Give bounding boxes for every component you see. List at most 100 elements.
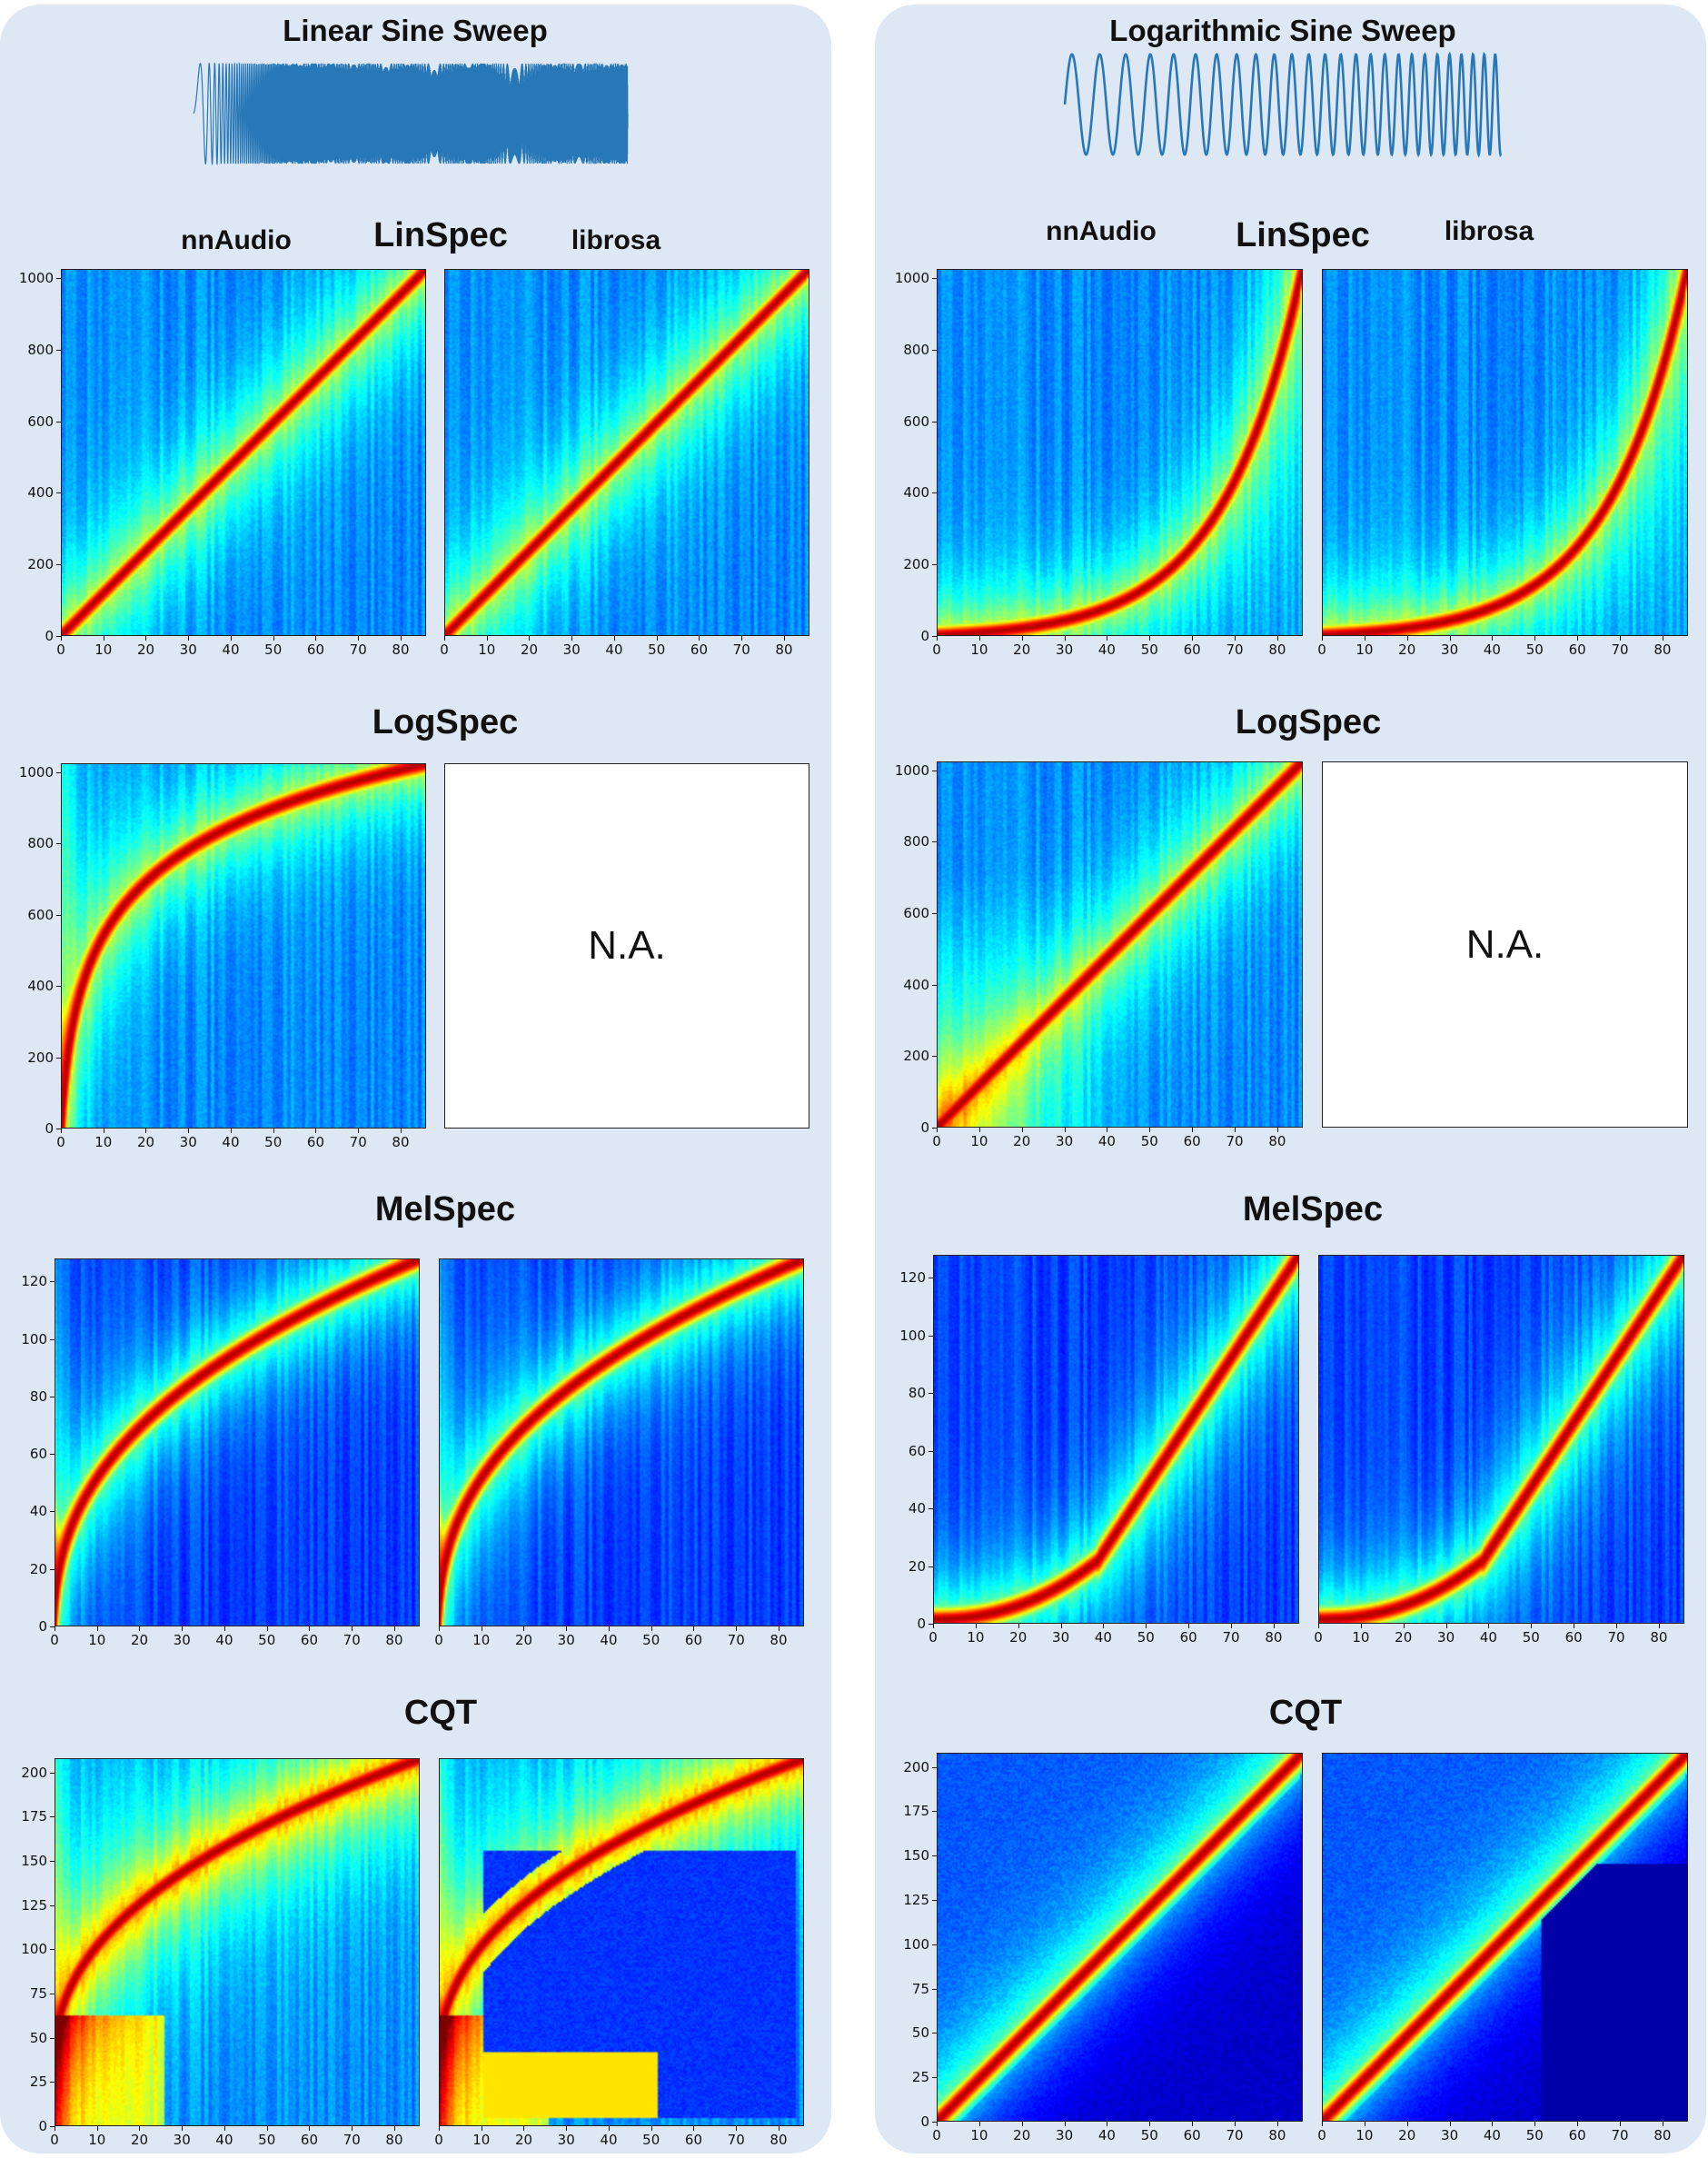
- heatmap-canvas: [440, 1759, 803, 2125]
- heatmap-canvas: [934, 1256, 1298, 1623]
- x-tick-label: 0: [434, 1632, 443, 1648]
- x-tick-label: 60: [1564, 1629, 1583, 1646]
- section-title-melspec: MelSpec: [374, 1190, 516, 1228]
- x-tick-mark: [393, 2126, 395, 2131]
- y-tick-mark: [56, 771, 61, 773]
- spectrogram-plot-cqt-librosa: [439, 1758, 804, 2126]
- y-tick-mark: [56, 277, 61, 279]
- y-tick-mark: [50, 2126, 55, 2127]
- y-tick-label: 175: [21, 1808, 47, 1825]
- x-tick-label: 70: [727, 1632, 745, 1648]
- x-tick-mark: [1231, 1624, 1233, 1628]
- x-tick-mark: [529, 636, 531, 641]
- y-tick-mark: [56, 421, 61, 423]
- y-tick-mark: [932, 492, 937, 494]
- y-tick-mark: [50, 2037, 55, 2039]
- y-tick-label: 40: [908, 1500, 926, 1517]
- x-tick-label: 80: [385, 1632, 403, 1648]
- x-tick-mark: [978, 636, 980, 641]
- y-tick-label: 600: [27, 906, 54, 923]
- x-tick-label: 80: [1268, 641, 1286, 658]
- x-tick-label: 80: [1653, 2127, 1672, 2143]
- x-tick-mark: [439, 1626, 440, 1631]
- y-tick-mark: [56, 986, 61, 988]
- x-tick-label: 0: [932, 641, 941, 658]
- y-tick-label: 800: [27, 341, 54, 358]
- y-tick-label: 120: [899, 1269, 926, 1287]
- y-tick-mark: [932, 2033, 937, 2034]
- y-tick-label: 50: [29, 2029, 47, 2046]
- y-tick-label: 150: [903, 1847, 929, 1865]
- y-tick-label: 200: [21, 1764, 47, 1781]
- x-tick-label: 10: [1355, 2127, 1374, 2143]
- x-tick-label: 50: [1140, 2127, 1158, 2143]
- library-label-nnaudio: nnAudio: [1046, 216, 1157, 246]
- x-tick-mark: [223, 1626, 225, 1631]
- x-tick-mark: [608, 2126, 610, 2131]
- x-tick-label: 20: [130, 2132, 149, 2148]
- x-tick-mark: [978, 2122, 980, 2126]
- x-tick-label: 20: [1009, 1629, 1028, 1646]
- x-tick-label: 10: [1352, 1629, 1370, 1646]
- x-tick-mark: [1322, 2122, 1323, 2126]
- x-tick-mark: [1149, 2122, 1151, 2126]
- waveform-thumbnail: [193, 61, 629, 166]
- y-tick-label: 60: [29, 1446, 47, 1463]
- x-tick-label: 80: [1650, 1629, 1668, 1646]
- y-tick-mark: [932, 636, 937, 637]
- x-tick-label: 20: [1013, 641, 1031, 658]
- y-tick-label: 0: [38, 2118, 47, 2134]
- x-tick-mark: [778, 1626, 780, 1631]
- x-tick-mark: [1534, 2122, 1536, 2126]
- x-tick-label: 40: [600, 2132, 618, 2148]
- x-tick-label: 70: [1611, 641, 1629, 658]
- x-tick-mark: [1018, 1624, 1019, 1628]
- y-tick-mark: [50, 1338, 55, 1340]
- y-tick-label: 125: [903, 1892, 929, 1908]
- x-tick-label: 20: [514, 1632, 533, 1648]
- x-tick-mark: [1060, 1624, 1062, 1628]
- x-tick-label: 50: [264, 1134, 283, 1150]
- y-tick-mark: [50, 1281, 55, 1283]
- y-tick-label: 400: [27, 484, 54, 502]
- y-tick-mark: [928, 1393, 933, 1395]
- spectrogram-plot-linspec-nnaudio: [937, 269, 1303, 636]
- x-tick-mark: [1492, 2122, 1494, 2126]
- na-placeholder-logspec-librosa: N.A.: [1322, 761, 1688, 1128]
- x-tick-mark: [61, 636, 62, 641]
- x-tick-label: 30: [1441, 2127, 1459, 2143]
- x-tick-mark: [358, 636, 360, 641]
- y-tick-label: 400: [903, 484, 929, 502]
- y-tick-mark: [932, 841, 937, 843]
- heatmap-canvas: [55, 1759, 419, 2125]
- x-tick-label: 40: [1479, 1629, 1497, 1646]
- x-tick-mark: [273, 1129, 274, 1133]
- x-tick-mark: [358, 1129, 360, 1133]
- y-tick-label: 40: [29, 1503, 47, 1520]
- x-tick-mark: [1192, 636, 1194, 641]
- y-tick-label: 800: [903, 833, 929, 850]
- x-tick-mark: [309, 2126, 311, 2131]
- x-tick-label: 0: [434, 2132, 443, 2148]
- x-tick-mark: [1192, 2122, 1194, 2126]
- y-tick-mark: [928, 1450, 933, 1452]
- x-tick-mark: [139, 1626, 141, 1631]
- x-tick-label: 70: [1611, 2127, 1629, 2143]
- x-tick-mark: [656, 636, 658, 641]
- x-tick-label: 40: [222, 641, 240, 658]
- y-tick-mark: [932, 913, 937, 915]
- x-tick-label: 60: [684, 2132, 702, 2148]
- y-tick-mark: [932, 2122, 937, 2123]
- y-tick-label: 80: [908, 1385, 926, 1402]
- y-tick-label: 0: [45, 1120, 54, 1137]
- x-tick-mark: [230, 636, 232, 641]
- x-tick-label: 30: [1056, 641, 1074, 658]
- x-tick-mark: [937, 636, 938, 641]
- y-tick-mark: [50, 1949, 55, 1951]
- x-tick-mark: [315, 1129, 317, 1133]
- x-tick-mark: [699, 636, 700, 641]
- x-tick-mark: [1235, 1128, 1236, 1132]
- y-tick-mark: [56, 636, 61, 637]
- x-tick-label: 60: [1183, 1133, 1201, 1149]
- x-tick-label: 0: [50, 1632, 59, 1648]
